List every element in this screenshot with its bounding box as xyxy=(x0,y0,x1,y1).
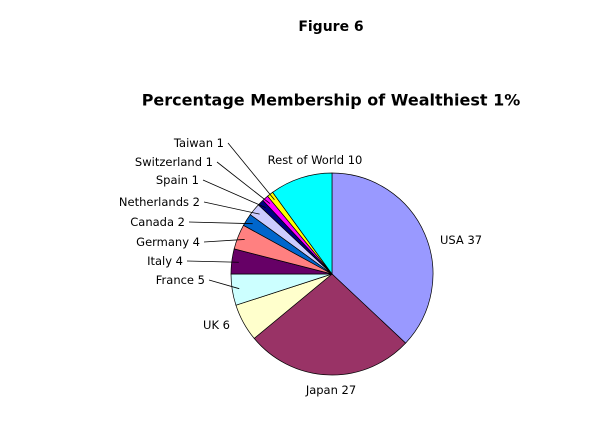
leader-line xyxy=(216,161,271,204)
slice-value: 6 xyxy=(223,318,230,332)
slice-category: France xyxy=(156,273,194,287)
slice-label: Switzerland 1 xyxy=(135,155,213,169)
slice-category: Netherlands xyxy=(119,195,189,209)
slice-label: Netherlands 2 xyxy=(119,195,200,209)
slice-label: USA 37 xyxy=(440,233,482,247)
leader-line xyxy=(186,260,239,263)
slice-category: Japan xyxy=(305,383,338,397)
slice-value: 1 xyxy=(192,173,199,187)
slice-value: 37 xyxy=(467,233,482,247)
slice-label: Germany 4 xyxy=(136,235,200,249)
slice-category: UK xyxy=(203,318,219,332)
slice-label: Spain 1 xyxy=(156,173,199,187)
leader-line xyxy=(188,221,253,225)
slice-category: Taiwan xyxy=(173,136,213,150)
slice-label: Italy 4 xyxy=(147,254,183,268)
slice-value: 1 xyxy=(217,136,224,150)
slice-value: 1 xyxy=(206,155,213,169)
slice-value: 27 xyxy=(342,383,357,397)
slice-value: 10 xyxy=(348,153,363,167)
leader-line xyxy=(203,239,245,243)
figure-label: Figure 6 xyxy=(298,19,363,35)
leader-line xyxy=(203,201,260,215)
chart-title: Percentage Membership of Wealthiest 1% xyxy=(142,91,521,110)
pie-slice xyxy=(331,172,434,344)
slice-category: Spain xyxy=(156,173,188,187)
leader-line xyxy=(227,142,275,201)
pie-slice xyxy=(253,273,407,376)
slice-category: Germany xyxy=(136,235,189,249)
slice-value: 4 xyxy=(193,235,200,249)
slice-label: Japan 27 xyxy=(305,383,356,397)
slice-value: 2 xyxy=(178,215,185,229)
slice-category: Italy xyxy=(147,254,172,268)
pie-slice xyxy=(272,172,333,276)
slice-value: 2 xyxy=(193,195,200,209)
slice-label: UK 6 xyxy=(203,318,230,332)
slice-label: Rest of World 10 xyxy=(268,153,363,167)
slice-category: Switzerland xyxy=(135,155,202,169)
leader-line xyxy=(202,179,266,208)
slice-category: USA xyxy=(440,233,464,247)
slice-value: 5 xyxy=(198,273,205,287)
leader-line xyxy=(208,279,240,290)
slice-category: Rest of World xyxy=(268,153,344,167)
slice-label: Taiwan 1 xyxy=(173,136,224,150)
slice-value: 4 xyxy=(176,254,183,268)
slice-label: France 5 xyxy=(156,273,205,287)
slice-label: Canada 2 xyxy=(130,215,185,229)
slice-category: Canada xyxy=(130,215,174,229)
